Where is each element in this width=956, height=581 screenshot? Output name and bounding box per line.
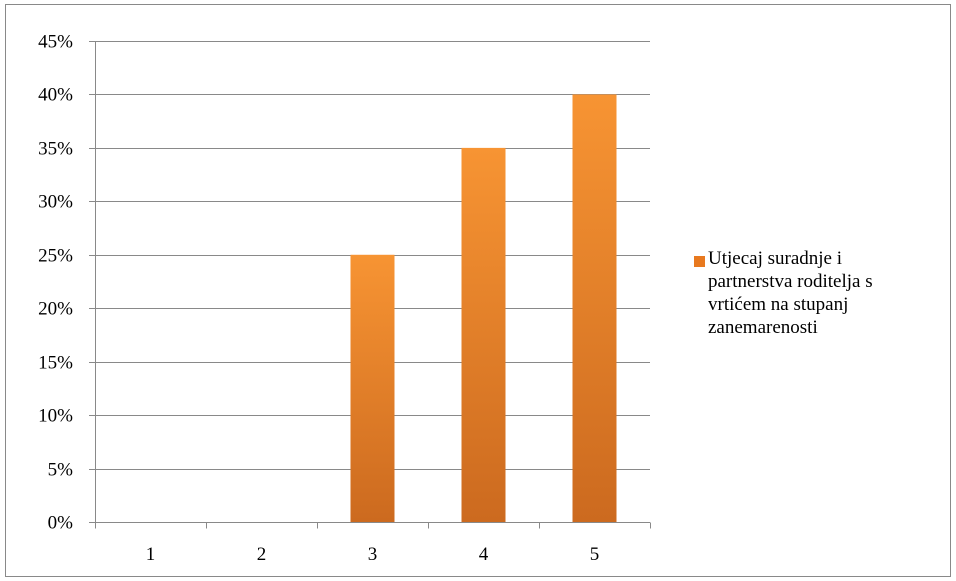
- x-tick-label: 2: [257, 544, 267, 565]
- axes: [89, 41, 651, 529]
- legend-swatch: [694, 256, 705, 267]
- y-tick-label: 45%: [38, 32, 73, 53]
- y-tick-label: 35%: [38, 139, 73, 160]
- x-tick-labels: 1 2 3 4 5: [146, 544, 600, 565]
- x-tick-label: 4: [479, 544, 489, 565]
- bar: [350, 254, 395, 522]
- x-tick-label: 5: [590, 544, 600, 565]
- y-tick-label: 0%: [48, 513, 74, 534]
- bar: [461, 147, 506, 522]
- bars: [350, 94, 617, 522]
- x-tick-label: 1: [146, 544, 156, 565]
- y-tick-label: 30%: [38, 192, 73, 213]
- bar: [572, 94, 617, 522]
- y-tick-label: 5%: [48, 460, 74, 481]
- y-tick-label: 25%: [38, 246, 73, 267]
- legend-series-label: Utjecaj suradnje i partnerstva roditelja…: [708, 248, 873, 338]
- y-tick-label: 15%: [38, 353, 73, 374]
- x-tick-label: 3: [368, 544, 378, 565]
- gridlines: [89, 41, 650, 470]
- y-tick-label: 40%: [38, 85, 73, 106]
- y-tick-labels: 0% 5% 10% 15% 20% 25% 30% 35% 40% 45%: [38, 32, 73, 534]
- y-tick-label: 20%: [38, 299, 73, 320]
- y-tick-label: 10%: [38, 406, 73, 427]
